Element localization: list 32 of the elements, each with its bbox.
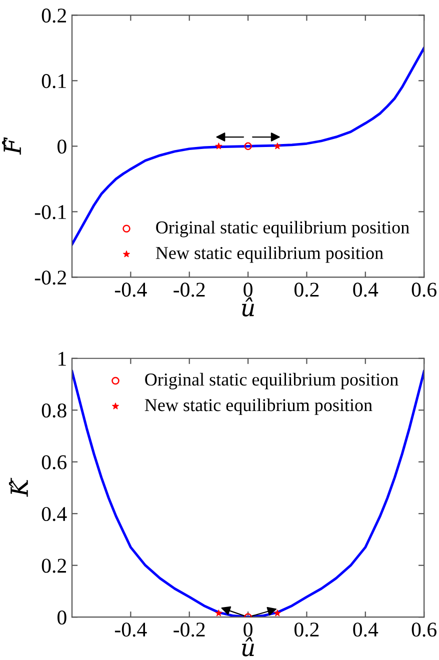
y-tick-label: 0.4 [42, 506, 67, 522]
y-tick-label: 0 [58, 610, 66, 625]
x-tick-label: -0.2 [174, 282, 205, 297]
x-tick-label: 0.2 [294, 282, 319, 297]
x-tick-label: -0.4 [114, 282, 147, 297]
legend-label: New static equilibrium position [156, 246, 384, 263]
x-axis-title: û [242, 297, 254, 316]
y-tick-label: 0 [58, 140, 66, 154]
legend-label: Original static equilibrium position [156, 220, 410, 238]
legend-label: New static equilibrium position [144, 398, 372, 415]
y-axis-title: F̂ [2, 137, 21, 155]
x-tick-label: 0.4 [353, 282, 378, 297]
x-tick-label: 0.6 [412, 622, 436, 637]
y-tick-label: 0.8 [42, 404, 66, 418]
x-tick-label: 0.4 [353, 622, 378, 637]
y-tick-label: -0.1 [34, 205, 66, 220]
line-series [72, 46, 424, 246]
x-tick-label: 0.2 [294, 622, 319, 637]
legend-label: Original static equilibrium position [145, 372, 398, 390]
y-tick-label: -0.2 [34, 270, 66, 285]
y-axis-title: K̂ [8, 478, 28, 497]
x-tick-label: 0 [244, 282, 252, 297]
x-tick-label: 0 [244, 622, 252, 637]
x-axis-title: û [242, 637, 254, 656]
x-tick-label: -0.2 [174, 622, 205, 637]
y-tick-label: 0.1 [42, 74, 66, 88]
y-tick-label: 0.6 [42, 455, 67, 470]
x-tick-label: -0.4 [114, 622, 147, 637]
y-tick-label: 1 [58, 352, 66, 366]
x-tick-label: 0.6 [412, 282, 436, 297]
y-tick-label: 0.2 [42, 558, 66, 573]
y-tick-label: 0.2 [42, 8, 66, 23]
